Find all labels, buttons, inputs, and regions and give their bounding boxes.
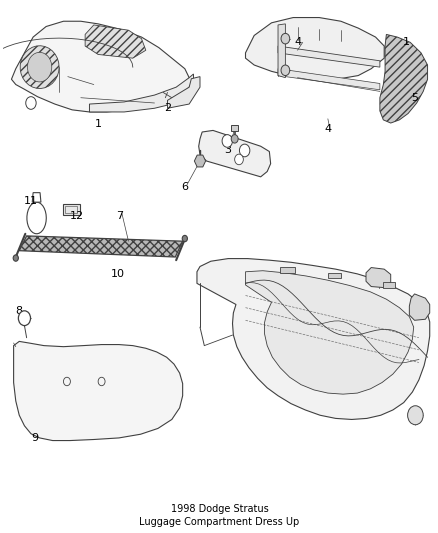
- Polygon shape: [365, 268, 390, 288]
- Text: 4: 4: [293, 37, 300, 47]
- Polygon shape: [11, 21, 189, 112]
- Text: 11: 11: [24, 196, 38, 206]
- Text: 2: 2: [163, 103, 171, 114]
- Polygon shape: [198, 131, 270, 177]
- Polygon shape: [85, 25, 145, 58]
- Bar: [327, 273, 340, 278]
- Circle shape: [13, 255, 18, 261]
- Text: 4: 4: [324, 124, 331, 134]
- Circle shape: [18, 311, 31, 326]
- Polygon shape: [277, 46, 379, 67]
- Polygon shape: [19, 236, 182, 257]
- Text: 10: 10: [110, 269, 124, 279]
- Text: 8: 8: [16, 306, 23, 316]
- Text: 7: 7: [116, 212, 123, 221]
- Bar: [65, 206, 77, 213]
- Text: 12: 12: [69, 212, 83, 221]
- Polygon shape: [32, 192, 41, 202]
- Polygon shape: [379, 35, 427, 123]
- Polygon shape: [89, 74, 193, 112]
- Circle shape: [280, 34, 289, 44]
- Circle shape: [239, 144, 249, 157]
- Text: 9: 9: [32, 433, 39, 443]
- Polygon shape: [14, 342, 182, 441]
- Polygon shape: [245, 271, 413, 394]
- Text: 3: 3: [224, 146, 231, 156]
- Bar: [231, 125, 237, 132]
- Polygon shape: [277, 24, 285, 78]
- Text: 6: 6: [181, 182, 188, 192]
- Text: Luggage Compartment Dress Up: Luggage Compartment Dress Up: [139, 518, 299, 527]
- Text: 1998 Dodge Stratus: 1998 Dodge Stratus: [170, 504, 268, 514]
- Circle shape: [234, 154, 243, 165]
- Bar: [382, 282, 395, 288]
- Circle shape: [182, 236, 187, 241]
- Circle shape: [222, 135, 232, 147]
- Bar: [64, 204, 80, 215]
- Text: 5: 5: [410, 93, 417, 103]
- Text: 1: 1: [95, 119, 102, 129]
- Circle shape: [280, 65, 289, 76]
- Circle shape: [28, 52, 52, 82]
- Polygon shape: [408, 294, 429, 320]
- Polygon shape: [27, 202, 46, 234]
- Polygon shape: [245, 18, 383, 79]
- Circle shape: [231, 135, 237, 143]
- Polygon shape: [167, 77, 200, 108]
- Polygon shape: [194, 155, 205, 167]
- Circle shape: [407, 406, 422, 425]
- Circle shape: [26, 96, 36, 109]
- Text: 1: 1: [402, 37, 409, 47]
- Polygon shape: [197, 259, 429, 419]
- Polygon shape: [277, 69, 379, 90]
- Bar: [279, 266, 295, 273]
- Polygon shape: [20, 46, 59, 88]
